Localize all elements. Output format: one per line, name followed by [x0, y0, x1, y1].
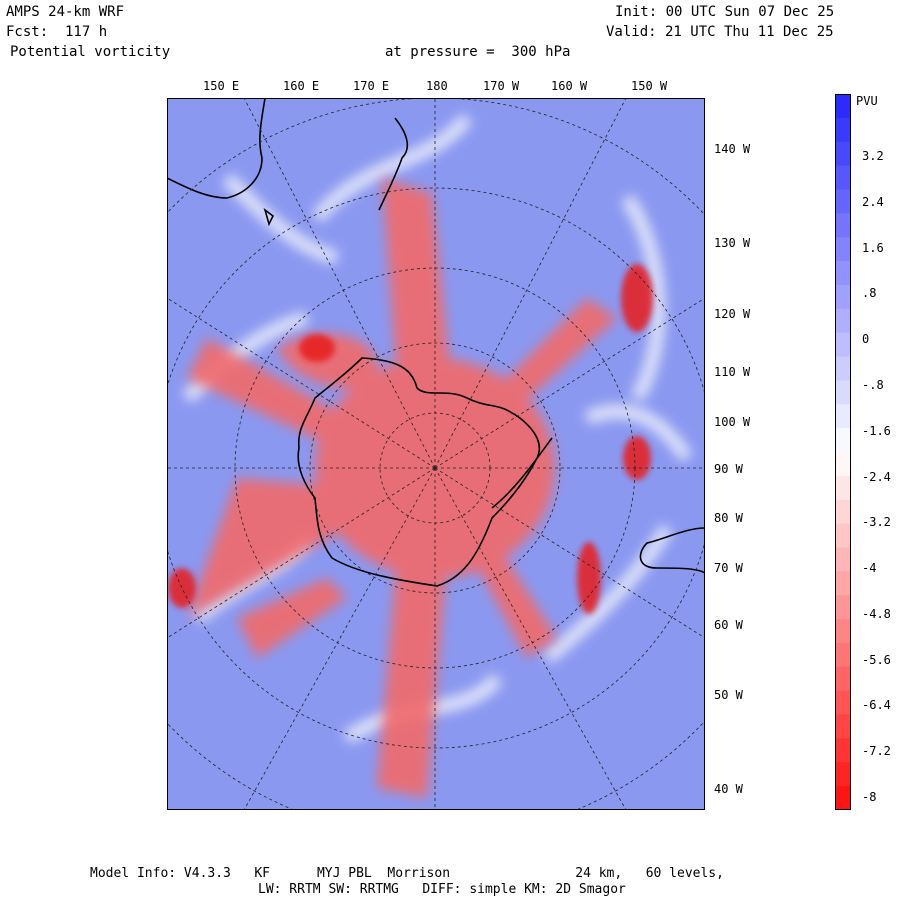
lon-label-110w: 110 W [714, 365, 751, 379]
lon-label-60w: 60 W [714, 618, 743, 632]
lon-label-170w: 170 W [483, 79, 520, 93]
colorbar-segment [835, 428, 851, 453]
pressure-level: at pressure = 300 hPa [385, 44, 571, 60]
colorbar-tick-label: -3.2 [862, 515, 891, 530]
colorbar-tick-label: -8 [862, 790, 877, 804]
colorbar-segment [835, 380, 851, 405]
lon-label-170e: 170 E [353, 79, 390, 93]
lon-label-180: 180 [426, 79, 448, 93]
colorbar-segment [835, 666, 851, 692]
colorbar-tick-label: 2.4 [862, 194, 884, 209]
lon-label-50w: 50 W [714, 688, 743, 702]
colorbar-unit: PVU [856, 94, 878, 108]
colorbar-tick-label: .8 [862, 286, 877, 301]
colorbar-segment [835, 619, 851, 644]
australia-coastline [167, 98, 266, 199]
lon-label-40w: 40 W [714, 782, 743, 796]
colorbar-segment [835, 571, 851, 596]
footer-model-info: Model Info: V4.3.3 KF MYJ PBL Morrison 2… [90, 866, 724, 881]
init-time: Init: 00 UTC Sun 07 Dec 25 [615, 4, 835, 20]
colorbar-tick-label: -5.6 [862, 652, 891, 667]
lon-label-120w: 120 W [714, 307, 751, 321]
new-zealand-coastline [378, 117, 409, 211]
forecast-hour: Fcst: 117 h [6, 24, 108, 40]
colorbar-segment [835, 595, 851, 620]
lon-label-160w: 160 W [551, 79, 588, 93]
colorbar-segment [835, 356, 851, 381]
colorbar-segment [835, 117, 851, 143]
south-america-coastline [639, 527, 705, 574]
tasmania-coastline [263, 207, 275, 227]
colorbar-segment [835, 261, 851, 286]
graticule [167, 98, 705, 810]
colorbar-segment [835, 738, 851, 763]
colorbar-segment [835, 404, 851, 429]
colorbar-segment [835, 94, 851, 119]
pv-strong-patches [168, 264, 653, 614]
footer-physics-info: LW: RRTM SW: RRTMG DIFF: simple KM: 2D S… [258, 882, 626, 897]
antarctic-peninsula [491, 437, 553, 509]
lon-label-150w: 150 W [631, 79, 668, 93]
colorbar-segment [835, 141, 851, 167]
lon-label-80w: 80 W [714, 511, 743, 525]
pv-colorbar [835, 94, 851, 810]
colorbar-segment [835, 213, 851, 238]
lon-label-140w: 140 W [714, 142, 751, 156]
colorbar-tick-label: -1.6 [862, 423, 891, 438]
colorbar-tick-label: -7.2 [862, 744, 891, 759]
colorbar-tick-label: -2.4 [862, 469, 891, 484]
lon-label-160e: 160 E [283, 79, 320, 93]
lon-label-150e: 150 E [203, 79, 240, 93]
colorbar-segment [835, 786, 851, 810]
colorbar-segment [835, 332, 851, 358]
colorbar-tick-label: -4 [862, 561, 877, 576]
colorbar-segment [835, 762, 851, 787]
colorbar-segment [835, 547, 851, 572]
colorbar-segment [835, 452, 851, 477]
lon-label-70w: 70 W [714, 561, 743, 575]
colorbar-segment [835, 642, 851, 668]
colorbar-segment [835, 714, 851, 739]
colorbar-segment [835, 284, 851, 310]
colorbar-tick-label: -.8 [862, 377, 884, 392]
colorbar-tick-label: -4.8 [862, 606, 891, 621]
lon-label-100w: 100 W [714, 415, 751, 429]
valid-time: Valid: 21 UTC Thu 11 Dec 25 [606, 24, 834, 40]
colorbar-frame [835, 94, 851, 810]
colorbar-tick-label: 3.2 [862, 149, 884, 163]
colorbar-segment [835, 237, 851, 262]
coastlines [167, 98, 705, 587]
colorbar-tick-label: 1.6 [862, 240, 884, 255]
map-frame [167, 98, 705, 810]
colorbar-segment [835, 165, 851, 190]
variable-name: Potential vorticity [10, 44, 171, 60]
colorbar-tick-label: -6.4 [862, 698, 891, 713]
antarctica-coastline [297, 357, 540, 587]
colorbar-segment [835, 475, 851, 501]
colorbar-segment [835, 523, 851, 548]
pv-map [167, 98, 705, 810]
colorbar-segment [835, 189, 851, 214]
lon-label-130w: 130 W [714, 236, 751, 250]
model-title: AMPS 24-km WRF [6, 4, 125, 20]
colorbar-segment [835, 308, 851, 334]
colorbar-tick-label: 0 [862, 332, 870, 347]
colorbar-segment [835, 690, 851, 716]
colorbar-segment [835, 499, 851, 525]
lon-label-90w: 90 W [714, 462, 743, 476]
